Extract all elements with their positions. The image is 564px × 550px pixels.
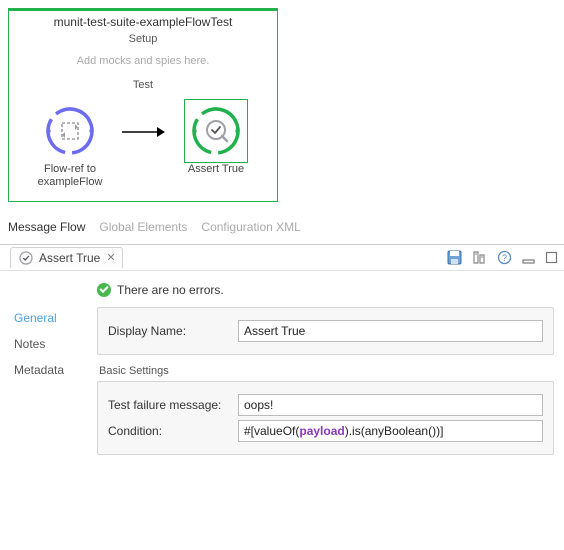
- setup-label: Setup: [9, 31, 277, 51]
- sidebar-item-general[interactable]: General: [14, 305, 95, 331]
- test-label: Test: [9, 77, 277, 97]
- svg-text:?: ?: [502, 253, 507, 263]
- editor-sidebar: General Notes Metadata: [0, 271, 95, 471]
- status-row: There are no errors.: [97, 279, 554, 307]
- maximize-icon[interactable]: [545, 251, 558, 264]
- status-text: There are no errors.: [117, 283, 224, 297]
- test-failure-label: Test failure message:: [108, 398, 238, 412]
- save-icon[interactable]: [447, 250, 462, 265]
- sidebar-item-notes[interactable]: Notes: [14, 331, 95, 357]
- condition-input[interactable]: #[valueOf(payload).is(anyBoolean())]: [238, 420, 543, 442]
- assert-true-caption: Assert True: [188, 163, 244, 176]
- checkmark-icon: [19, 251, 33, 265]
- display-name-group: Display Name:: [97, 307, 554, 355]
- flow-canvas: munit-test-suite-exampleFlowTest Setup A…: [0, 0, 564, 210]
- cond-suffix: ).is(anyBoolean())]: [345, 424, 444, 438]
- condition-label: Condition:: [108, 424, 238, 438]
- editor-tab-assert-true[interactable]: Assert True ✕: [10, 247, 123, 268]
- display-name-label: Display Name:: [108, 324, 238, 338]
- assert-true-node[interactable]: Assert True: [171, 103, 261, 176]
- ok-icon: [97, 283, 111, 297]
- editor-toolbar: ?: [447, 250, 558, 265]
- help-icon[interactable]: ?: [497, 250, 512, 265]
- display-name-input[interactable]: [238, 320, 543, 342]
- flow-ref-caption-1: Flow-ref to: [44, 163, 96, 175]
- close-icon[interactable]: ✕: [106, 253, 115, 264]
- flow-ref-node[interactable]: Flow-ref to exampleFlow: [25, 103, 115, 189]
- test-failure-input[interactable]: [238, 394, 543, 416]
- tab-message-flow[interactable]: Message Flow: [8, 220, 85, 234]
- test-suite-box[interactable]: munit-test-suite-exampleFlowTest Setup A…: [8, 8, 278, 202]
- bottom-tabs: Message Flow Global Elements Configurati…: [0, 210, 564, 238]
- flow-arrow: [121, 125, 165, 142]
- cond-prefix: #[valueOf(: [244, 424, 299, 438]
- sidebar-item-metadata[interactable]: Metadata: [14, 357, 95, 383]
- editor-tab-title: Assert True: [39, 251, 100, 265]
- palette-icon[interactable]: [472, 250, 487, 265]
- minimize-icon[interactable]: [522, 251, 535, 264]
- suite-title: munit-test-suite-exampleFlowTest: [9, 11, 277, 31]
- cond-keyword: payload: [299, 424, 344, 438]
- basic-settings-legend: Basic Settings: [99, 365, 554, 377]
- properties-editor: Assert True ✕ ?: [0, 244, 564, 471]
- tab-global-elements[interactable]: Global Elements: [99, 220, 187, 234]
- mocks-hint: Add mocks and spies here.: [9, 51, 277, 77]
- basic-settings-group: Test failure message: Condition: #[value…: [97, 381, 554, 455]
- tab-config-xml[interactable]: Configuration XML: [201, 220, 300, 234]
- flow-ref-caption-2: exampleFlow: [38, 176, 103, 188]
